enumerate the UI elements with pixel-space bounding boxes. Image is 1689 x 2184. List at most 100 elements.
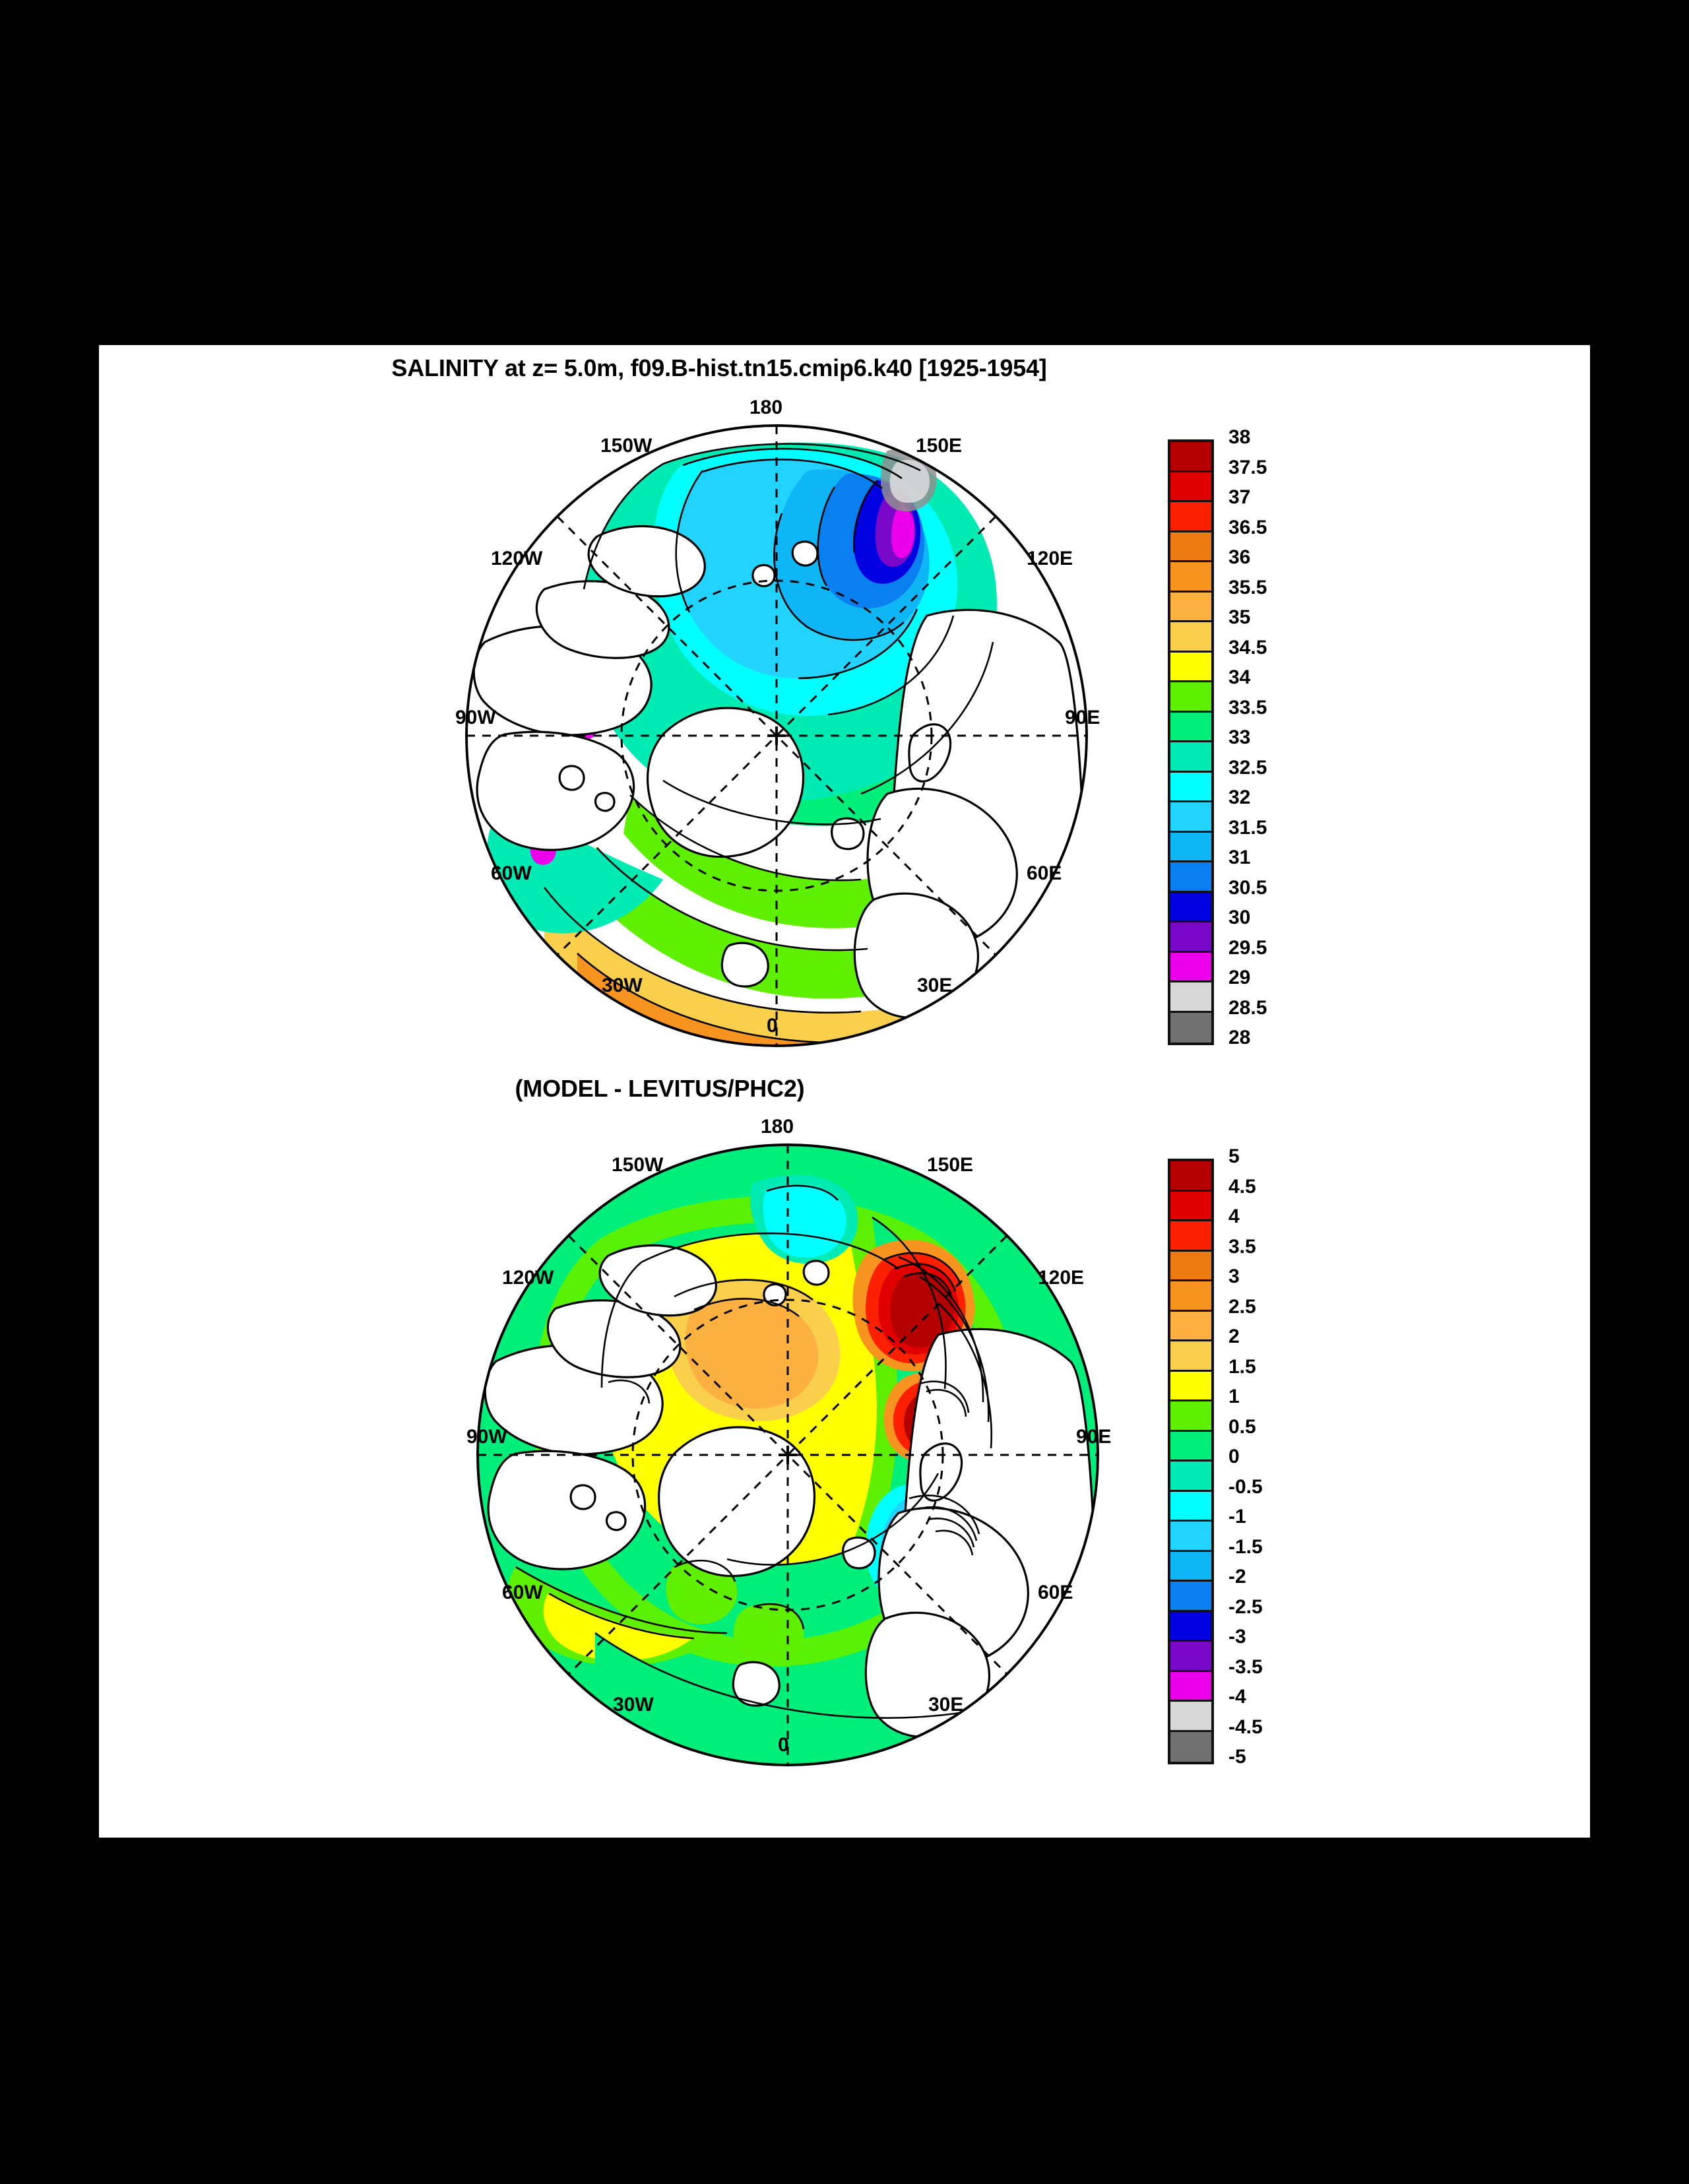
lon-label-150E-top: 150E — [916, 435, 963, 457]
colorbar-salinity-tick-label: 34 — [1228, 666, 1251, 688]
colorbar-labels-salinity-bias: 5 4.5 4 3.5 3 2.5 2 1.5 1 0.5 0 -0.5 -1 -1.5 -2 -2.5 -3 -… — [1228, 1145, 1327, 1768]
colorbar-labels-salinity: 38 37.5 37 36.5 36 35.5 35 34.5 34 33.5 33 32.5 32 31… — [1228, 426, 1327, 1048]
colorbar-salinity-tick-label: 32.5 — [1228, 756, 1267, 779]
colorbar-salinity-bias-swatch — [1170, 1251, 1211, 1281]
colorbar-salinity-tick-label: 31 — [1228, 847, 1251, 868]
polar-map-bottom[interactable] — [476, 1143, 1099, 1766]
polar-map-top[interactable] — [465, 424, 1088, 1047]
colorbar-salinity-tick-label: 36.5 — [1228, 516, 1267, 538]
colorbar-salinity-tick-label: 33 — [1228, 726, 1251, 748]
colorbar-salinity-swatch — [1170, 712, 1211, 742]
colorbar-salinity-bias-swatch — [1170, 1582, 1211, 1612]
lon-label-0-bottom: 0 — [778, 1734, 789, 1756]
colorbar-salinity-bias-swatch — [1170, 1491, 1211, 1522]
salinity-field-top — [466, 426, 1087, 1046]
colorbar-salinity-bias-tick-label: -3.5 — [1228, 1655, 1263, 1678]
lon-label-30E-bottom: 30E — [928, 1694, 964, 1716]
model-bias-panel: 180 150W 120W 90W 60W 30W 0 30E 60E 90E … — [99, 1104, 1263, 1790]
colorbar-salinity-bias-tick-label: 0.5 — [1228, 1415, 1256, 1438]
colorbar-salinity-bias-swatch — [1170, 1431, 1211, 1461]
lon-label-180-top: 180 — [749, 397, 783, 418]
colorbar-salinity-bias-tick-label: -1 — [1228, 1506, 1246, 1527]
colorbar-salinity-tick-label: 31.5 — [1228, 816, 1267, 839]
lon-label-60W-bottom: 60W — [502, 1582, 543, 1603]
colorbar-salinity-bias-swatch — [1170, 1702, 1211, 1732]
colorbar-salinity-swatch — [1170, 1012, 1211, 1043]
colorbar-salinity-tick-label: 34.5 — [1228, 636, 1267, 658]
colorbar-salinity-tick-label: 38 — [1228, 426, 1251, 448]
colorbar-salinity-bias-tick-label: 4 — [1228, 1205, 1240, 1227]
colorbar-salinity-tick-label: 28 — [1228, 1027, 1251, 1048]
colorbar-salinity-tick-label: 29.5 — [1228, 936, 1267, 959]
lon-label-30W-bottom: 30W — [613, 1694, 654, 1716]
colorbar-salinity-bias-tick-label: 5 — [1228, 1145, 1240, 1167]
colorbar-salinity-bias-tick-label: 3 — [1228, 1266, 1240, 1287]
colorbar-salinity[interactable] — [1168, 439, 1214, 1045]
lon-label-150E-bottom: 150E — [927, 1154, 974, 1176]
colorbar-salinity-tick-label: 29 — [1228, 967, 1251, 988]
colorbar-salinity-bias-swatch — [1170, 1642, 1211, 1672]
colorbar-salinity-bias-tick-label: -4.5 — [1228, 1716, 1263, 1738]
colorbar-salinity-swatch — [1170, 922, 1211, 953]
colorbar-salinity-bias-tick-label: 3.5 — [1228, 1235, 1256, 1258]
lon-label-120E-bottom: 120E — [1038, 1267, 1085, 1289]
lon-label-0-top: 0 — [767, 1015, 778, 1037]
colorbar-salinity-swatch — [1170, 952, 1211, 982]
colorbar-salinity-bias-tick-label: 0 — [1228, 1446, 1240, 1467]
colorbar-salinity-tick-label: 35.5 — [1228, 576, 1267, 598]
colorbar-salinity-swatch — [1170, 592, 1211, 622]
colorbar-salinity-swatch — [1170, 742, 1211, 773]
colorbar-salinity-swatch — [1170, 532, 1211, 562]
colorbar-salinity-tick-label: 32 — [1228, 787, 1251, 808]
colorbar-salinity-bias-swatch — [1170, 1191, 1211, 1221]
colorbar-salinity-tick-label: 30 — [1228, 907, 1251, 928]
lon-label-120E-top: 120E — [1027, 548, 1073, 569]
lon-label-30E-top: 30E — [917, 975, 953, 996]
colorbar-salinity-swatch — [1170, 832, 1211, 862]
lon-label-90W-top: 90W — [455, 707, 496, 728]
page-title: SALINITY at z= 5.0m, f09.B-hist.tn15.cmi… — [391, 354, 1047, 381]
lon-label-150W-top: 150W — [600, 435, 653, 457]
colorbar-salinity-swatch — [1170, 442, 1211, 472]
colorbar-salinity-swatch — [1170, 502, 1211, 532]
colorbar-salinity-swatch — [1170, 772, 1211, 802]
colorbar-salinity-swatch — [1170, 802, 1211, 833]
lon-label-90W-bottom: 90W — [466, 1426, 507, 1448]
colorbar-salinity-bias-swatch — [1170, 1522, 1211, 1552]
lon-label-60W-top: 60W — [491, 862, 532, 884]
colorbar-salinity-swatch — [1170, 472, 1211, 502]
colorbar-salinity-swatch — [1170, 892, 1211, 922]
colorbar-salinity-swatch — [1170, 562, 1211, 593]
salinity-bias-field — [478, 1145, 1098, 1765]
colorbar-salinity-tick-label: 30.5 — [1228, 876, 1267, 899]
colorbar-salinity-bias-tick-label: -0.5 — [1228, 1475, 1263, 1498]
colorbar-salinity-bias-swatch — [1170, 1731, 1211, 1762]
colorbar-salinity-tick-label: 37.5 — [1228, 456, 1267, 478]
lon-label-120W-bottom: 120W — [502, 1267, 554, 1289]
lon-label-90E-top: 90E — [1065, 707, 1100, 728]
colorbar-salinity-swatch — [1170, 682, 1211, 713]
colorbar-salinity-bias-tick-label: -4 — [1228, 1686, 1246, 1708]
colorbar-salinity-bias-tick-label: 4.5 — [1228, 1175, 1256, 1198]
colorbar-salinity-bias-swatch — [1170, 1461, 1211, 1492]
lon-label-60E-bottom: 60E — [1038, 1582, 1073, 1603]
colorbar-salinity-bias-tick-label: -1.5 — [1228, 1535, 1263, 1558]
colorbar-salinity-bias-swatch — [1170, 1401, 1211, 1432]
lon-label-180-bottom: 180 — [761, 1116, 794, 1138]
colorbar-salinity-swatch — [1170, 652, 1211, 682]
colorbar-salinity-bias-swatch — [1170, 1311, 1211, 1341]
colorbar-salinity-tick-label: 35 — [1228, 606, 1251, 628]
colorbar-salinity-bias-swatch — [1170, 1281, 1211, 1312]
lon-label-150W-bottom: 150W — [612, 1154, 664, 1176]
lon-label-60E-top: 60E — [1027, 862, 1062, 884]
colorbar-salinity-bias-swatch — [1170, 1341, 1211, 1372]
model-salinity-panel: 180 150W 120W 90W 60W 30W 0 30E 60E 90E … — [99, 385, 1267, 1071]
colorbar-salinity-tick-label: 36 — [1228, 546, 1251, 568]
colorbar-salinity-bias-tick-label: 1 — [1228, 1386, 1240, 1407]
lon-label-30W-top: 30W — [602, 975, 643, 996]
colorbar-salinity-bias-tick-label: 2.5 — [1228, 1295, 1256, 1318]
lon-label-90E-bottom: 90E — [1076, 1426, 1112, 1448]
colorbar-salinity-bias[interactable] — [1168, 1159, 1214, 1764]
colorbar-salinity-tick-label: 37 — [1228, 486, 1251, 508]
colorbar-salinity-swatch — [1170, 622, 1211, 653]
